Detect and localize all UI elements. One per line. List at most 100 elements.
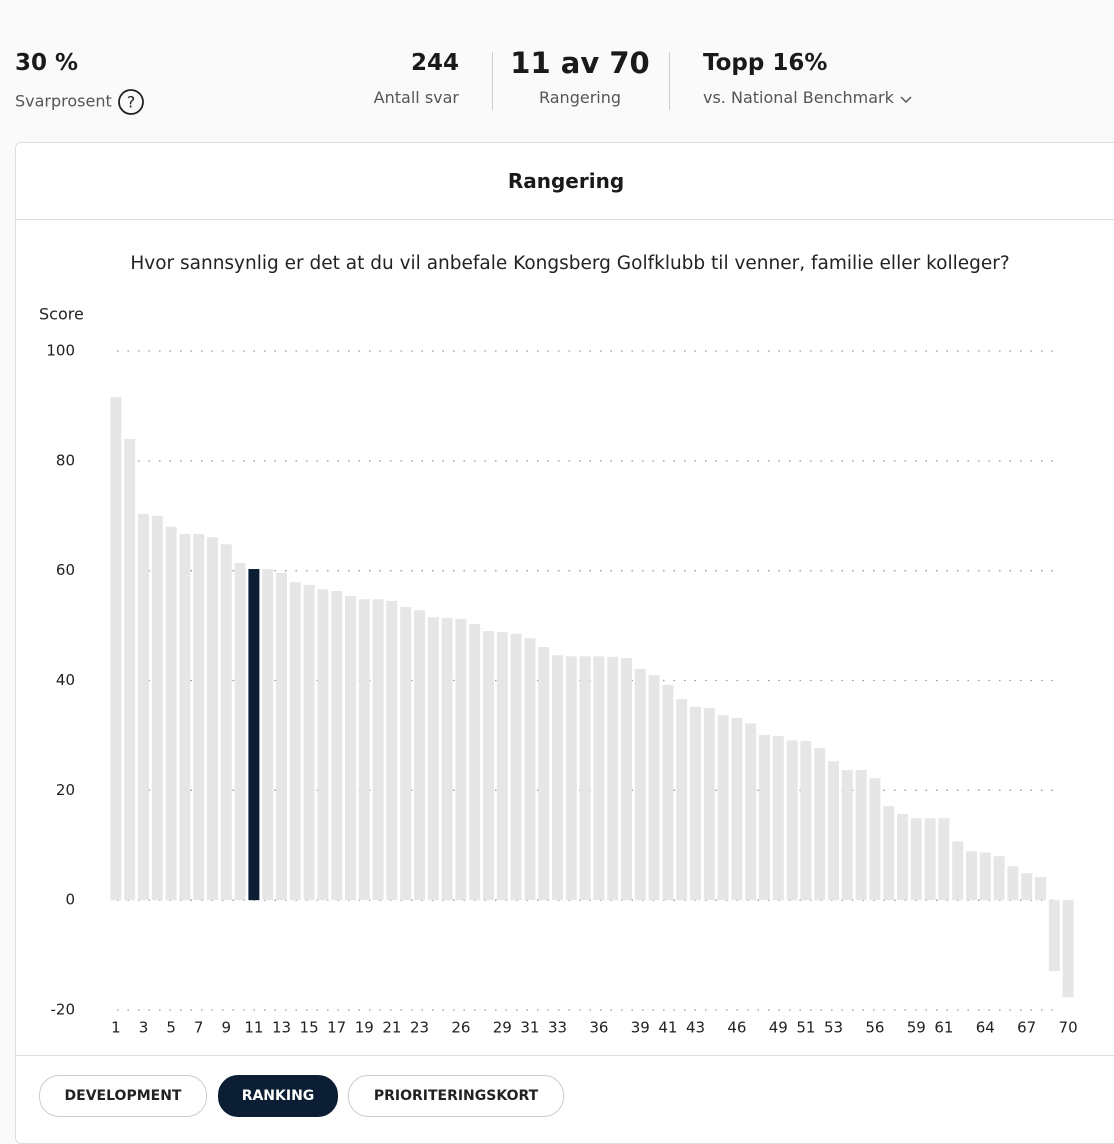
- bar: [138, 514, 149, 901]
- y-tick-label: 40: [56, 671, 75, 689]
- x-tick-label: 3: [139, 1019, 149, 1037]
- bar: [772, 735, 784, 901]
- bar: [910, 818, 922, 901]
- x-tick-label: 29: [493, 1019, 512, 1037]
- bar: [469, 623, 481, 901]
- bar: [193, 533, 205, 901]
- x-tick-label: 33: [548, 1019, 567, 1037]
- bar: [841, 770, 853, 901]
- x-tick-label: 9: [222, 1019, 232, 1037]
- x-tick-label: 31: [520, 1019, 539, 1037]
- x-tick-label: 1: [111, 1019, 121, 1037]
- x-tick-label: 5: [166, 1019, 176, 1037]
- x-tick-label: 59: [907, 1019, 926, 1037]
- stat-value: 244: [410, 50, 459, 76]
- bar: [662, 684, 674, 901]
- x-tick-label: 53: [824, 1019, 843, 1037]
- stat-label: vs. National Benchmark: [703, 88, 894, 107]
- bar: [1062, 900, 1074, 998]
- y-tick-label: 0: [65, 891, 75, 909]
- bar: [607, 656, 619, 901]
- x-tick-label: 61: [934, 1019, 953, 1037]
- bar: [179, 533, 191, 901]
- bar: [1007, 866, 1019, 901]
- bar: [496, 632, 508, 901]
- bar: [386, 600, 398, 901]
- stat-label-text: Svarprosent: [15, 91, 112, 111]
- divider: [669, 52, 670, 110]
- y-axis-label: Score: [39, 305, 84, 324]
- bar: [220, 544, 232, 901]
- bar: [110, 397, 122, 901]
- help-icon[interactable]: ?: [117, 88, 145, 116]
- bar: [207, 537, 218, 901]
- bar: [745, 723, 757, 901]
- tab-button[interactable]: DEVELOPMENT: [39, 1075, 207, 1117]
- tab-button[interactable]: PRIORITERINGSKORT: [348, 1075, 564, 1117]
- bar: [828, 761, 839, 901]
- bar: [303, 584, 315, 901]
- bar: [427, 617, 439, 901]
- bar: [759, 734, 770, 901]
- y-tick-label: 20: [56, 781, 75, 799]
- bar: [276, 572, 287, 901]
- chevron: [900, 95, 912, 103]
- x-tick-label: 64: [976, 1019, 995, 1037]
- bar: [151, 515, 163, 901]
- bar: [690, 706, 701, 901]
- y-tick-label: 60: [56, 561, 75, 579]
- benchmark-dropdown[interactable]: vs. National Benchmark: [703, 88, 913, 107]
- bar: [717, 715, 729, 901]
- bar: [634, 668, 646, 901]
- bar: [358, 599, 370, 901]
- bar: [538, 647, 550, 901]
- bar: [124, 438, 136, 901]
- bar: [731, 717, 743, 901]
- bar: [1035, 877, 1046, 901]
- x-tick-label: 56: [865, 1019, 884, 1037]
- bar: [248, 569, 260, 901]
- x-tick-label: 51: [796, 1019, 815, 1037]
- x-tick-label: 7: [194, 1019, 204, 1037]
- x-tick-label: 41: [658, 1019, 677, 1037]
- bar: [855, 770, 867, 901]
- bar: [676, 699, 688, 901]
- x-tick-label: 43: [686, 1019, 705, 1037]
- bar: [966, 851, 977, 901]
- bar: [786, 740, 798, 901]
- x-tick-label: 26: [451, 1019, 470, 1037]
- bar: [938, 818, 950, 901]
- x-tick-label: 67: [1017, 1019, 1036, 1037]
- bar: [621, 657, 632, 901]
- bar: [510, 633, 522, 901]
- bar: [262, 569, 274, 901]
- bar: [869, 778, 881, 901]
- bar: [593, 656, 605, 901]
- svg-text:?: ?: [127, 93, 136, 112]
- bar: [883, 806, 895, 901]
- tab-button[interactable]: RANKING: [218, 1075, 338, 1117]
- stat-value: Topp 16%: [703, 50, 828, 76]
- separator: [15, 1055, 1114, 1056]
- x-tick-label: 49: [769, 1019, 788, 1037]
- stat-label: Rangering: [538, 88, 622, 107]
- bar: [993, 856, 1005, 901]
- bar: [897, 813, 908, 901]
- divider: [492, 52, 493, 110]
- bar: [483, 631, 494, 901]
- x-tick-label: 39: [631, 1019, 650, 1037]
- x-tick-label: 70: [1059, 1019, 1078, 1037]
- x-tick-label: 17: [327, 1019, 346, 1037]
- bar: [165, 526, 177, 901]
- bar: [952, 841, 964, 901]
- bar: [1048, 900, 1060, 972]
- bar: [648, 675, 660, 901]
- stat-label: Svarprosent ?: [15, 88, 145, 116]
- chart-title: Hvor sannsynlig er det at du vil anbefal…: [130, 253, 1009, 274]
- y-tick-label: -20: [51, 1001, 76, 1019]
- stat-value: 11 av 70: [510, 46, 650, 80]
- x-tick-label: 21: [382, 1019, 401, 1037]
- card-title: Rangering: [16, 143, 1114, 220]
- bar: [400, 606, 412, 901]
